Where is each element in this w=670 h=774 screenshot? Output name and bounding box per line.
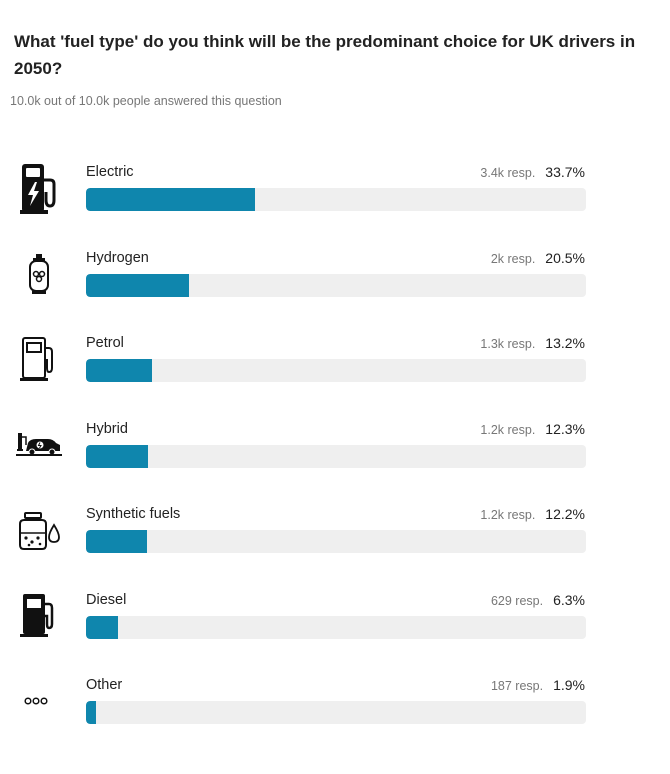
option-label: Petrol <box>86 335 124 351</box>
option-responses: 3.4k resp. <box>480 166 536 180</box>
option-percent: 33.7% <box>545 164 585 180</box>
option-responses: 629 resp. <box>490 594 544 608</box>
option-percent: 1.9% <box>553 677 585 693</box>
option-label: Synthetic fuels <box>86 506 181 522</box>
option-percent: 12.2% <box>545 506 585 522</box>
progress-fill <box>86 616 118 639</box>
option-responses: 187 resp. <box>490 679 544 693</box>
progress-track <box>86 188 586 211</box>
poll-option-electric[interactable]: Electric 3.4k resp. 33.7% <box>0 164 670 244</box>
option-stats: 3.4k resp. 33.7% <box>480 164 585 180</box>
option-label: Electric <box>86 164 134 180</box>
fuel-pump-solid-icon <box>16 588 62 644</box>
poll-option-diesel[interactable]: Diesel 629 resp. 6.3% <box>0 592 670 672</box>
progress-track <box>86 701 586 724</box>
option-responses: 1.2k resp. <box>480 508 536 522</box>
progress-track <box>86 616 586 639</box>
option-stats: 1.2k resp. 12.3% <box>480 421 585 437</box>
progress-track <box>86 445 586 468</box>
option-stats: 629 resp. 6.3% <box>491 592 585 608</box>
progress-track <box>86 359 586 382</box>
option-label: Hydrogen <box>86 250 149 266</box>
hydrogen-cylinder-icon <box>16 248 62 304</box>
option-percent: 20.5% <box>545 250 585 266</box>
fuel-pump-outline-icon <box>16 332 62 388</box>
option-label: Other <box>86 677 123 693</box>
option-percent: 12.3% <box>545 421 585 437</box>
poll-question: What 'fuel type' do you think will be th… <box>14 32 636 78</box>
progress-fill <box>86 530 147 553</box>
poll-option-petrol[interactable]: Petrol 1.3k resp. 13.2% <box>0 335 670 415</box>
option-stats: 1.2k resp. 12.2% <box>480 506 585 522</box>
progress-fill <box>86 445 148 468</box>
poll-option-other[interactable]: Other 187 resp. 1.9% <box>0 677 670 757</box>
option-responses: 2k resp. <box>490 252 536 266</box>
option-stats: 1.3k resp. 13.2% <box>480 335 585 351</box>
jar-droplet-icon <box>16 505 62 561</box>
option-percent: 13.2% <box>545 335 585 351</box>
option-stats: 2k resp. 20.5% <box>491 250 585 266</box>
progress-track <box>86 530 586 553</box>
option-responses: 1.2k resp. <box>480 423 536 437</box>
option-responses: 1.3k resp. <box>480 337 536 351</box>
poll-option-hybrid[interactable]: Hybrid 1.2k resp. 12.3% <box>0 421 670 501</box>
ev-charger-icon <box>16 162 62 218</box>
ellipsis-icon <box>16 673 62 729</box>
answered-count: 10.0k out of 10.0k people answered this … <box>10 94 282 108</box>
option-label: Hybrid <box>86 421 128 437</box>
progress-fill <box>86 274 189 297</box>
car-charging-icon <box>16 417 62 473</box>
progress-fill <box>86 359 152 382</box>
option-stats: 187 resp. 1.9% <box>491 677 585 693</box>
option-percent: 6.3% <box>553 592 585 608</box>
progress-track <box>86 274 586 297</box>
option-label: Diesel <box>86 592 127 608</box>
poll-option-hydrogen[interactable]: Hydrogen 2k resp. 20.5% <box>0 250 670 330</box>
progress-fill <box>86 188 255 211</box>
progress-fill <box>86 701 96 724</box>
poll-option-synthetic-fuels[interactable]: Synthetic fuels 1.2k resp. 12.2% <box>0 506 670 586</box>
